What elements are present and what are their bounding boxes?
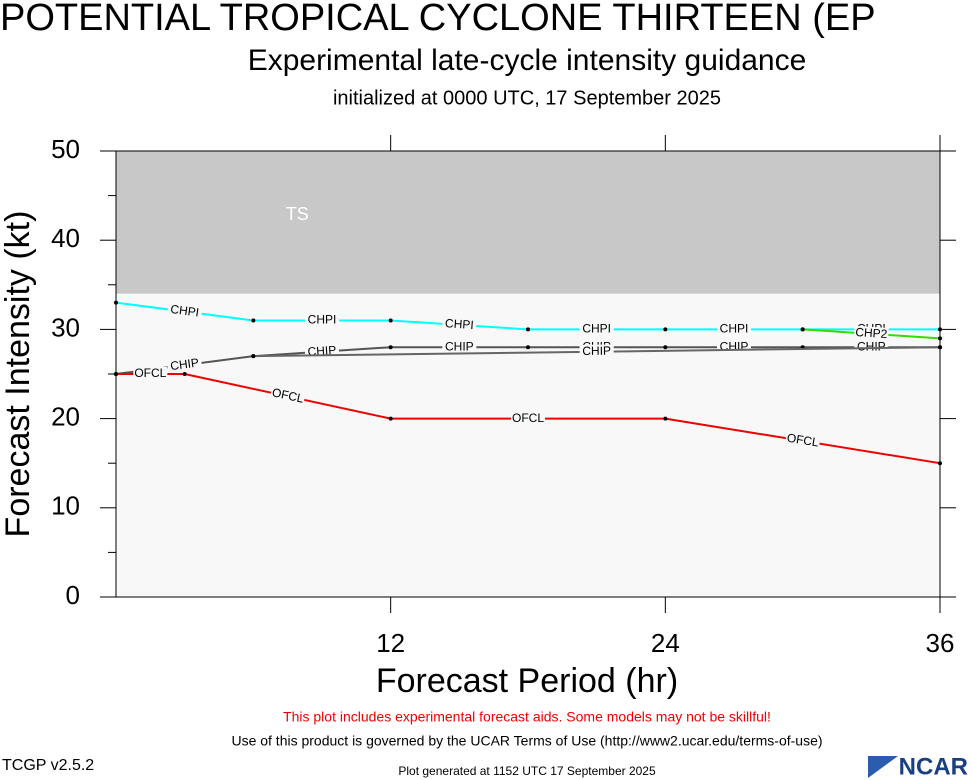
data-point (526, 327, 530, 332)
line-label-bg (269, 385, 306, 407)
data-point (938, 336, 942, 341)
data-point (800, 327, 805, 332)
line-label: CHIP (582, 344, 611, 358)
line-label: CHPI (170, 302, 200, 320)
line-label-bg (166, 355, 203, 375)
y-tick-label: 10 (51, 491, 80, 521)
intensity-band (116, 151, 940, 294)
generated: Plot generated at 1152 UTC 17 September … (398, 764, 656, 778)
y-tick-label: 0 (66, 580, 80, 610)
line-label: CHIP (307, 343, 337, 359)
x-tick-label: 12 (376, 628, 405, 658)
data-point (388, 318, 393, 323)
x-axis-label: Forecast Period (hr) (376, 662, 678, 700)
data-point (938, 327, 942, 332)
data-point (526, 345, 530, 350)
line-label-bg (511, 411, 545, 426)
line-label-bg (133, 367, 168, 381)
data-point (938, 461, 942, 466)
line-label: CHP2 (855, 325, 888, 341)
version: TCGP v2.5.2 (2, 757, 94, 774)
x-tick-label: 36 (926, 628, 955, 658)
line-label-bg (853, 325, 889, 342)
line-label: CHIP (169, 355, 199, 373)
line-label: OFCL (786, 431, 820, 450)
data-point (388, 345, 393, 350)
data-point (663, 416, 668, 421)
init-time: initialized at 0000 UTC, 17 September 20… (333, 87, 721, 109)
line-label-bg (442, 340, 477, 355)
terms: Use of this product is governed by the U… (231, 733, 822, 749)
y-tick-label: 50 (51, 134, 80, 164)
data-point (182, 372, 187, 376)
y-tick-label: 30 (51, 312, 80, 342)
logo-mark (868, 756, 898, 778)
line-label: CHPI (582, 322, 611, 336)
y-tick-label: 20 (51, 401, 80, 431)
line-label-bg (579, 344, 614, 359)
line-label-bg (166, 302, 203, 321)
line-label: OFCL (512, 411, 544, 425)
chart-title: POTENTIAL TROPICAL CYCLONE THIRTEEN (EP (0, 0, 876, 39)
data-point (938, 345, 942, 350)
line-label: CHPI (445, 316, 475, 332)
y-tick-label: 40 (51, 223, 80, 253)
line-label: OFCL (271, 385, 306, 406)
data-point (114, 300, 118, 305)
band-label: TS (286, 204, 309, 224)
line-label: CHPI (720, 322, 749, 336)
line-label: OFCL (134, 366, 166, 380)
subtitle: Experimental late-cycle intensity guidan… (248, 44, 807, 77)
line-label: CHIP (720, 339, 749, 353)
data-point (388, 416, 393, 421)
line-label: CHPI (308, 313, 337, 327)
line-label-bg (784, 431, 821, 451)
line-label-bg (579, 322, 614, 337)
data-point (663, 327, 668, 332)
warning: This plot includes experimental forecast… (283, 709, 771, 725)
line-label-bg (305, 313, 339, 328)
logo: NCAR (899, 753, 968, 780)
data-point (251, 318, 256, 323)
data-point (663, 345, 668, 350)
line-label-bg (441, 316, 477, 334)
data-point (114, 372, 118, 376)
line-label: CHIP (857, 339, 886, 353)
line-label: CHIP (445, 339, 474, 353)
data-point (251, 354, 256, 359)
x-tick-label: 24 (651, 628, 680, 658)
y-axis-label: Forecast Intensity (kt) (0, 211, 37, 538)
line-label-bg (717, 322, 751, 337)
